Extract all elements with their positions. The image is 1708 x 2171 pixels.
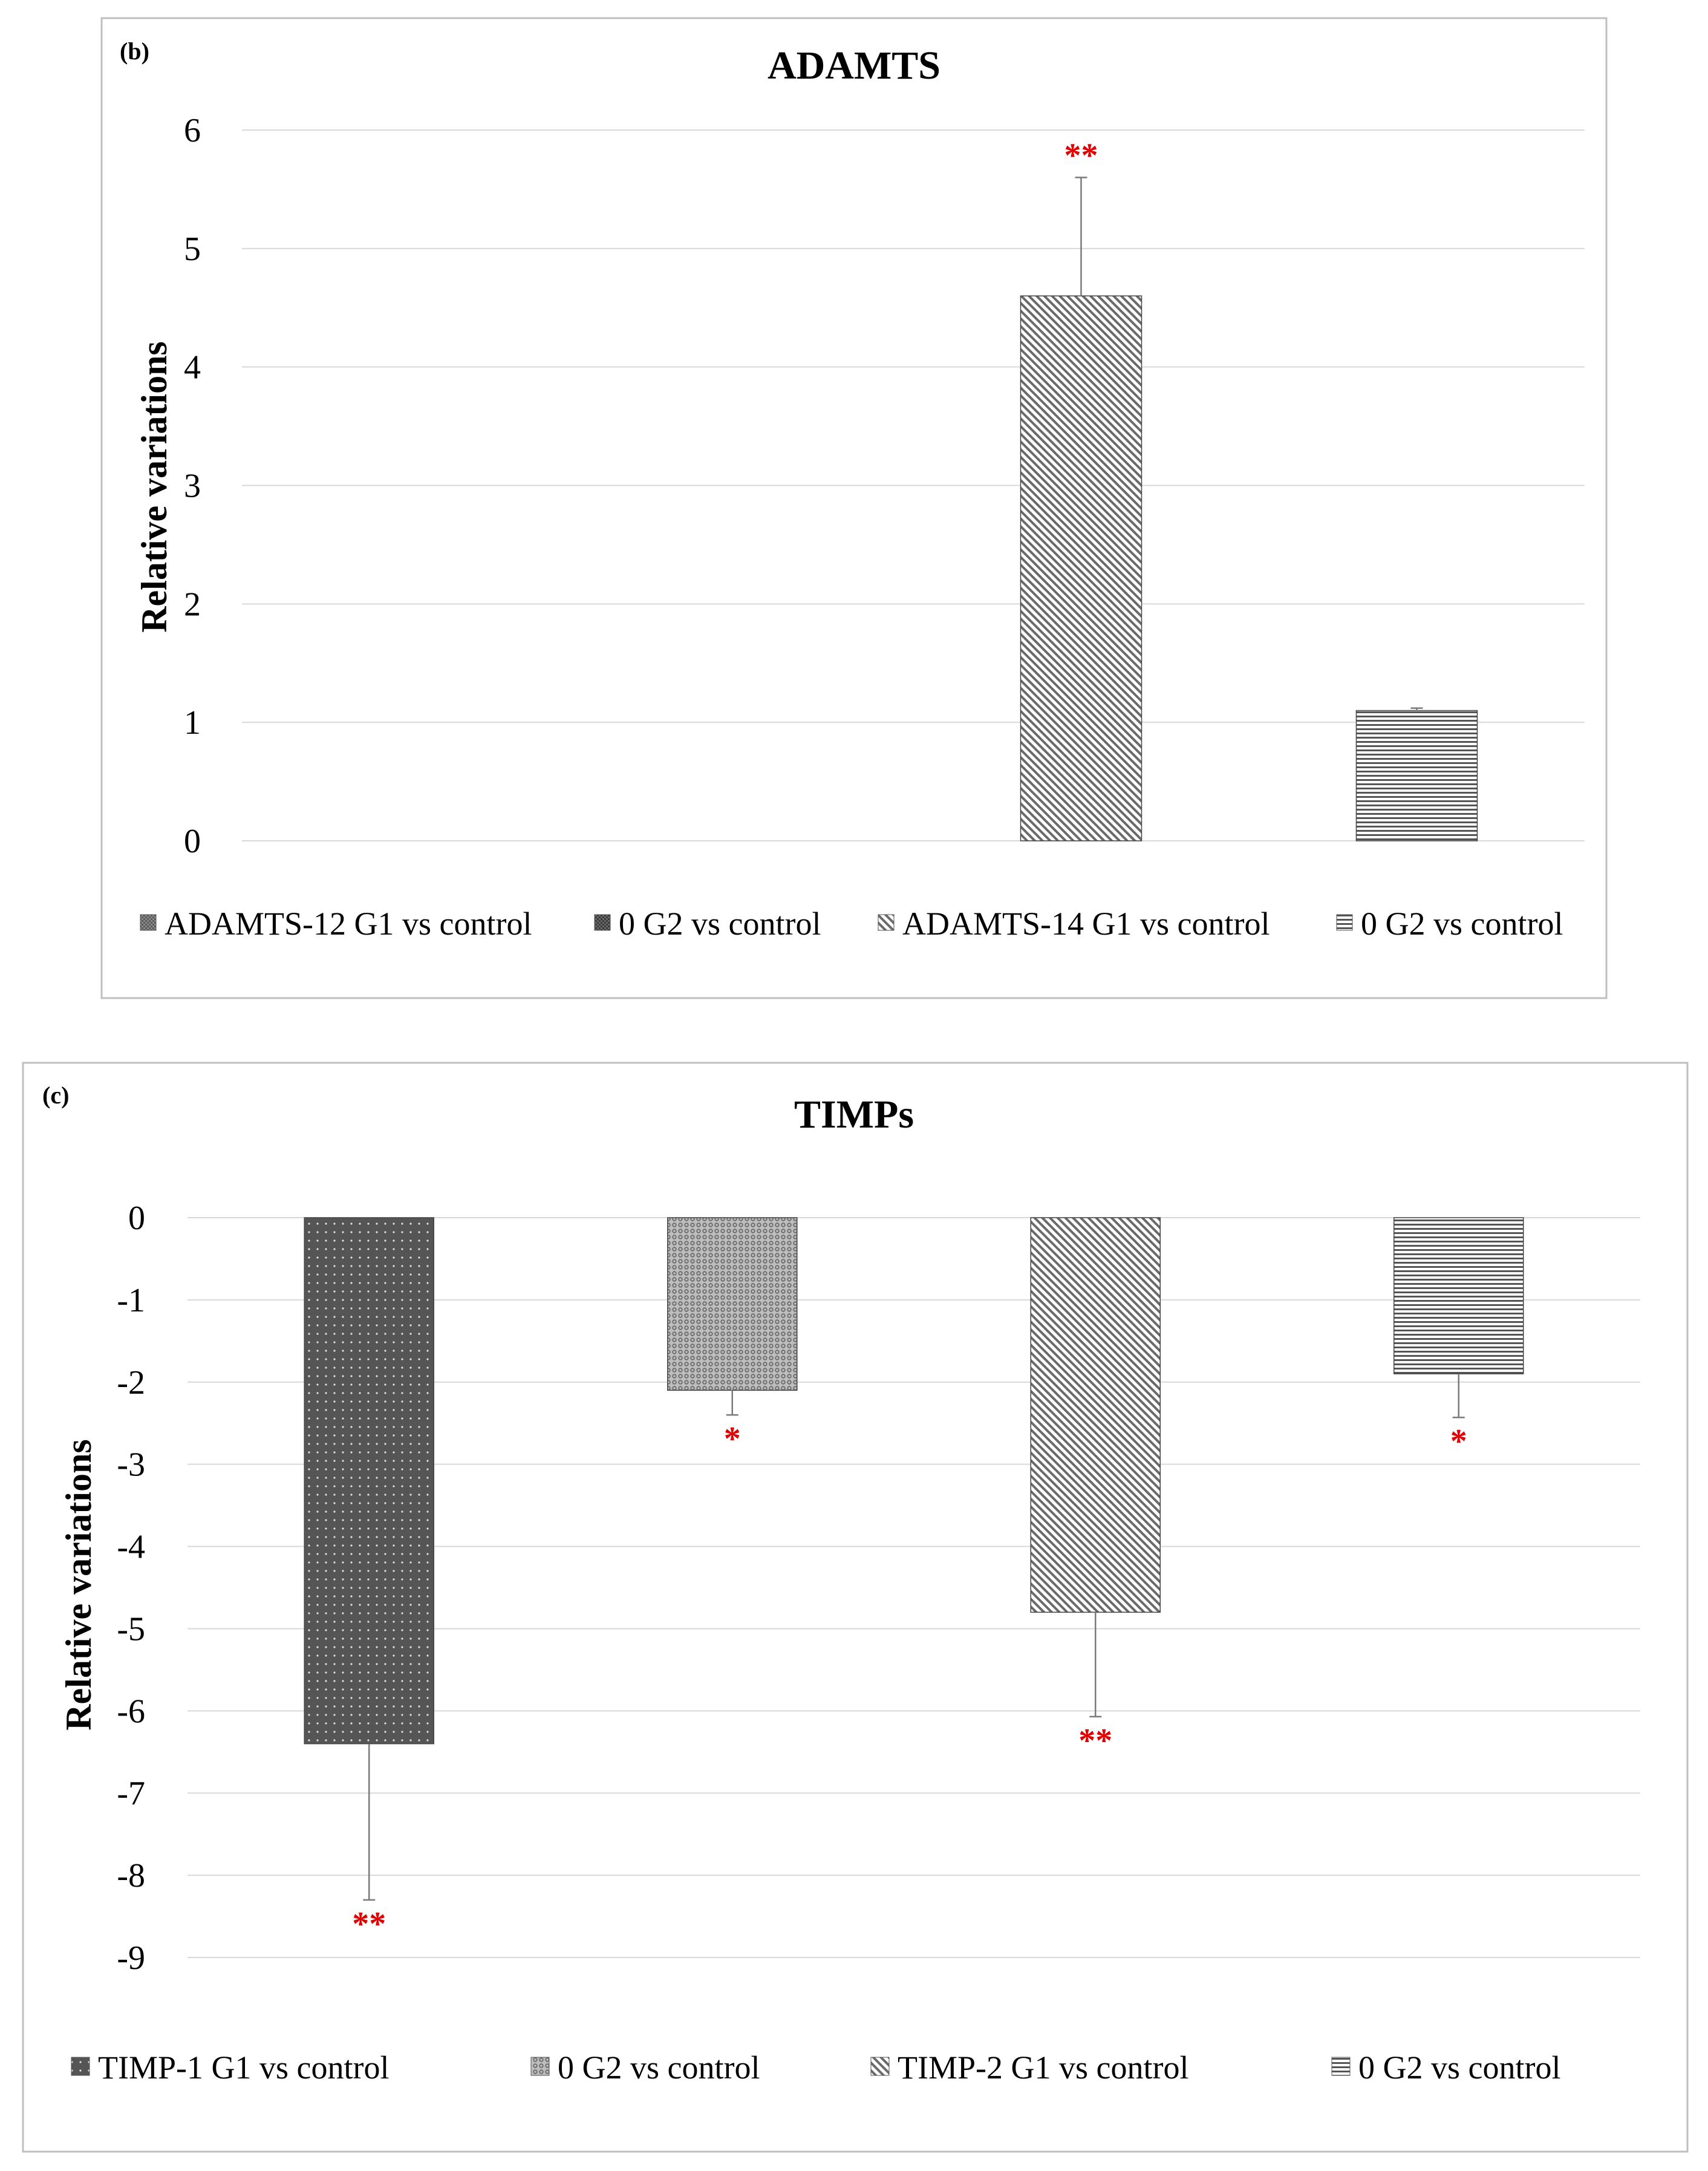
chart-c-legend: TIMP-1 G1 vs control 0 G2 vs control TIMP-… (71, 2049, 1560, 2086)
chart-b-error-bars (1075, 177, 1423, 711)
chart-c-legend-swatch (530, 2057, 550, 2076)
chart-b-legend: ADAMTS-12 G1 vs control 0 G2 vs control AD… (140, 906, 1563, 942)
chart-c-significance: ** (352, 1905, 386, 1943)
chart-c-y-tick-label: -8 (117, 1857, 145, 1895)
chart-b-y-tick-label: 1 (184, 704, 201, 742)
chart-c-y-tick-label: -9 (117, 1939, 145, 1977)
chart-b-legend-swatch (1336, 914, 1353, 931)
chart-c-bar (1030, 1217, 1161, 1613)
chart-b-y-axis-label: Relative variations (134, 341, 174, 633)
chart-b-legend-label: 0 G2 vs control (619, 906, 821, 942)
chart-c-title: TIMPs (794, 1092, 914, 1137)
chart-b-panel-label: (b) (120, 38, 149, 65)
chart-c-y-axis-label: Relative variations (59, 1439, 99, 1731)
chart-b-y-tick-label: 6 (184, 112, 201, 149)
chart-b-y-tick-label: 2 (184, 586, 201, 623)
chart-b-frame (100, 17, 1608, 999)
chart-b-legend-swatch (878, 914, 895, 931)
chart-b-significance: ** (1064, 137, 1098, 174)
chart-c-legend-label: TIMP-1 G1 vs control (98, 2049, 389, 2086)
chart-b-y-tick-label: 3 (184, 468, 201, 505)
chart-c-legend-label: 0 G2 vs control (1358, 2049, 1560, 2086)
chart-c-y-tick-label: -1 (117, 1282, 145, 1319)
chart-b-bar (1355, 710, 1478, 841)
chart-c-y-tick-label: -7 (117, 1775, 145, 1812)
chart-c-legend-swatch (1331, 2057, 1351, 2076)
chart-c: (c) TIMPs Relative variations 0 -1 -2 -3 -4 -… (42, 1082, 1640, 2086)
chart-c-y-tick-label: -4 (117, 1529, 145, 1566)
chart-b-legend-label: ADAMTS-14 G1 vs control (902, 906, 1270, 942)
chart-c-significance: * (724, 1420, 741, 1458)
chart-c-legend-label: 0 G2 vs control (558, 2049, 760, 2086)
chart-b-y-tick-label: 4 (184, 349, 201, 387)
chart-b-legend-label: 0 G2 vs control (1361, 906, 1563, 942)
chart-c-significance-marks: ****** (352, 1420, 1467, 1943)
chart-c-bar (1393, 1217, 1524, 1374)
chart-c-bar (304, 1217, 434, 1745)
chart-c-y-tick-label: -6 (117, 1693, 145, 1730)
chart-b-significance-marks: ** (1064, 137, 1098, 174)
chart-c-legend-label: TIMP-2 G1 vs control (898, 2049, 1188, 2086)
chart-c-panel-label: (c) (42, 1082, 69, 1109)
chart-b: (b) ADAMTS Relative variations 0 1 2 3 4 5 6 *… (120, 38, 1585, 942)
chart-c-legend-swatch (870, 2057, 890, 2076)
chart-b-bar (1020, 295, 1142, 841)
chart-b-y-tick-label: 0 (184, 823, 201, 860)
chart-b-legend-swatch (594, 914, 611, 931)
chart-c-significance: ** (1078, 1722, 1112, 1760)
chart-b-y-ticks: 0 1 2 3 4 5 6 (184, 112, 201, 860)
chart-b-legend-label: ADAMTS-12 G1 vs control (165, 906, 532, 942)
chart-b-legend-swatch (140, 914, 157, 931)
chart-c-y-tick-label: 0 (128, 1200, 145, 1237)
chart-c-y-tick-label: -5 (117, 1610, 145, 1648)
chart-b-bars (1020, 295, 1478, 841)
chart-c-y-tick-label: -3 (117, 1446, 145, 1484)
chart-c-bars (304, 1217, 1524, 1745)
chart-c-y-tick-label: -2 (117, 1364, 145, 1402)
chart-c-error-bars (363, 1374, 1465, 1901)
chart-c-legend-swatch (71, 2057, 90, 2076)
chart-b-title: ADAMTS (768, 44, 940, 88)
chart-c-bar (667, 1217, 798, 1391)
chart-c-y-ticks: 0 -1 -2 -3 -4 -5 -6 -7 -8 -9 (117, 1200, 145, 1977)
chart-c-significance: * (1450, 1423, 1467, 1460)
chart-b-y-tick-label: 5 (184, 230, 201, 268)
